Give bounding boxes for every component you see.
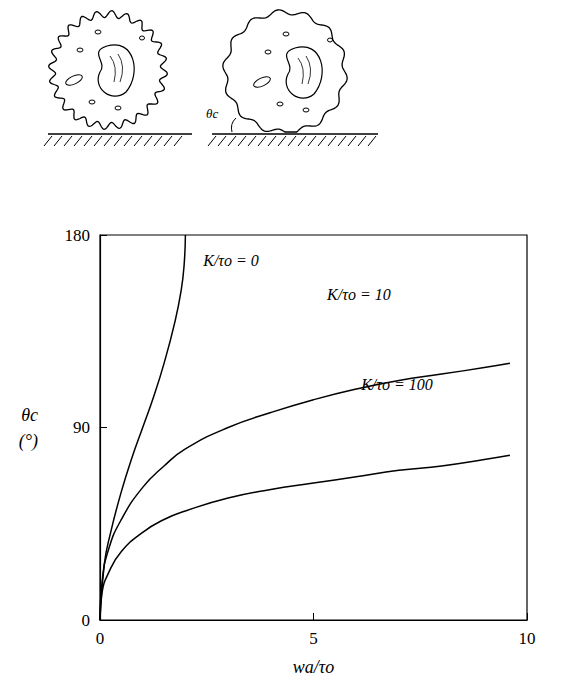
svg-text:wa/τo: wa/τo bbox=[293, 657, 334, 677]
svg-text:90: 90 bbox=[73, 418, 90, 437]
svg-text:K/τo = 0: K/τo = 0 bbox=[202, 252, 259, 269]
svg-text:10: 10 bbox=[519, 629, 536, 648]
svg-text:0: 0 bbox=[96, 629, 105, 648]
svg-text:(°): (°) bbox=[19, 431, 38, 452]
svg-text:K/τo = 100: K/τo = 100 bbox=[360, 376, 433, 393]
svg-text:θc: θc bbox=[206, 106, 218, 121]
svg-text:5: 5 bbox=[309, 629, 318, 648]
svg-text:K/τo = 10: K/τo = 10 bbox=[326, 286, 391, 303]
svg-text:0: 0 bbox=[82, 611, 91, 630]
svg-text:θc: θc bbox=[21, 405, 38, 425]
svg-text:180: 180 bbox=[65, 226, 91, 245]
